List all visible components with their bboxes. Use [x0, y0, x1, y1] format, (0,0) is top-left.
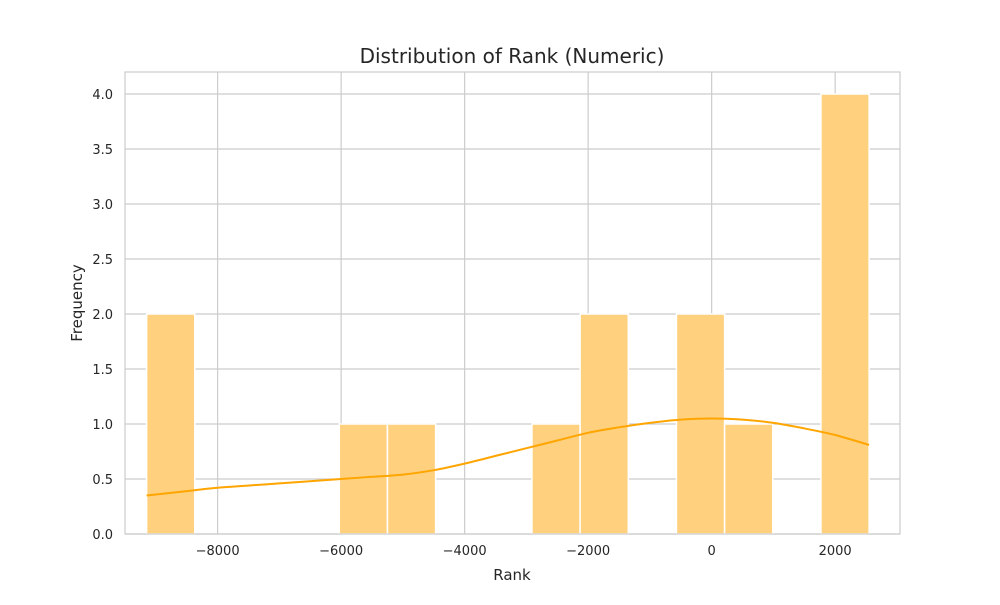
x-tick-label: −6000: [319, 544, 363, 559]
x-axis-label: Rank: [493, 566, 531, 584]
kde-line: [146, 417, 870, 497]
y-tick-label: 2.0: [92, 308, 113, 323]
grid-lines: [125, 72, 900, 535]
y-tick-label: 0.5: [92, 473, 113, 488]
x-tick-label: −4000: [443, 544, 487, 559]
y-tick-label: 2.5: [92, 253, 113, 268]
y-tick-labels: 0.0 0.5 1.0 1.5 2.0 2.5 3.0 3.5 4.0: [92, 88, 113, 543]
x-tick-labels: −8000 −6000 −4000 −2000 0 2000: [196, 544, 852, 559]
histogram-bar: [820, 93, 870, 535]
y-tick-label: 4.0: [92, 88, 113, 103]
plot-frame: [124, 71, 901, 535]
y-tick-label: 1.5: [92, 363, 113, 378]
chart-title: Distribution of Rank (Numeric): [360, 44, 665, 68]
histogram-bar: [386, 423, 437, 535]
y-tick-label: 0.0: [92, 528, 113, 543]
kde-curve-layer: [146, 417, 870, 497]
y-axis-label: Frequency: [68, 264, 86, 342]
x-tick-label: −2000: [566, 544, 610, 559]
x-tick-label: 0: [708, 544, 716, 559]
histogram-bar: [531, 423, 581, 535]
x-tick-label: −8000: [196, 544, 240, 559]
x-tick-label: 2000: [819, 544, 852, 559]
histogram-bar: [579, 313, 630, 535]
y-tick-label: 1.0: [92, 418, 113, 433]
histogram-bar: [675, 313, 726, 535]
histogram-bar: [723, 423, 774, 535]
y-tick-label: 3.0: [92, 198, 113, 213]
histogram-bar: [145, 313, 196, 535]
histogram-bars: [145, 93, 870, 535]
y-tick-label: 3.5: [92, 143, 113, 158]
